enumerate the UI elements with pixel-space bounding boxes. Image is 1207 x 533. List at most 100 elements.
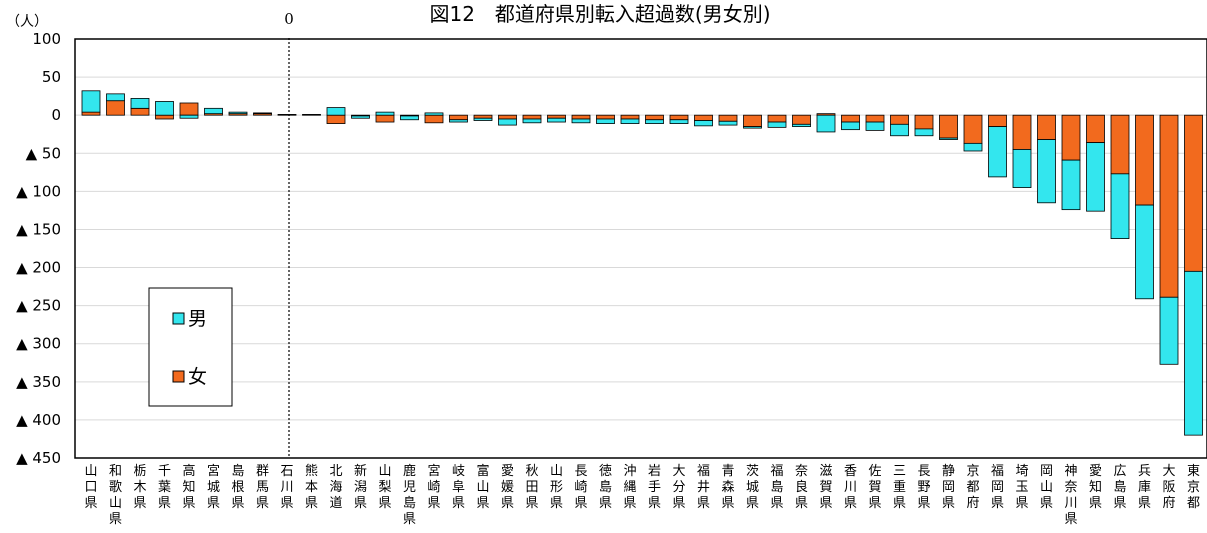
bar-female — [473, 114, 493, 119]
bar-female — [890, 114, 909, 125]
bar-male — [179, 114, 199, 119]
bar-female — [130, 107, 150, 116]
bar-female — [767, 114, 787, 123]
y-axis-unit: （人） — [6, 14, 48, 30]
bar-male — [253, 112, 272, 115]
bar-female — [375, 114, 395, 123]
bar-male — [375, 111, 395, 116]
x-category-label: 奈良県 — [795, 464, 808, 511]
x-category-label: 群馬県 — [256, 464, 269, 511]
x-category-label: 熊本県 — [305, 463, 318, 511]
bar-male — [400, 115, 419, 121]
bar-male — [155, 101, 174, 116]
bar-female — [1061, 114, 1081, 161]
bar-male — [1184, 270, 1203, 436]
bar-male — [767, 121, 787, 128]
x-category-label: 徳島県 — [599, 464, 612, 511]
bar-female — [792, 114, 811, 125]
bar-male — [1061, 159, 1081, 211]
y-tick-label: ▲ 400 — [16, 411, 61, 429]
bar-female — [1184, 114, 1203, 272]
x-category-label: 長野県 — [917, 464, 930, 511]
x-category-label: 大阪府 — [1162, 464, 1175, 511]
x-category-label: 山梨県 — [378, 464, 391, 511]
x-category-label: 富山県 — [476, 463, 489, 511]
x-category-label: 島根県 — [231, 464, 244, 511]
bar-female — [522, 114, 542, 120]
legend-swatch-male — [172, 312, 185, 325]
x-category-label: 沖縄県 — [623, 464, 636, 511]
y-tick-label: ▲ 50 — [26, 144, 61, 162]
bar-male — [449, 119, 468, 123]
y-axis-ticks: 100 50 0 ▲ 50 ▲ 100 ▲ 150 ▲ 200 ▲ 250 ▲ 300 ▲ 350… — [16, 30, 61, 467]
y-tick-label: ▲ 300 — [16, 335, 61, 353]
bar-female — [841, 114, 860, 123]
x-category-label: 兵庫県 — [1138, 464, 1151, 511]
bar-male — [424, 112, 444, 116]
bar-female — [106, 100, 125, 116]
bar-male — [204, 107, 223, 115]
x-category-label: 三重県 — [893, 464, 906, 511]
x-category-label: 鹿児島県 — [403, 463, 416, 527]
bar-male — [1159, 296, 1179, 365]
y-tick-label: 50 — [42, 68, 61, 86]
bar-female — [988, 114, 1007, 128]
y-tick-label: ▲ 200 — [16, 259, 61, 277]
bar-female — [694, 114, 713, 121]
x-axis-labels: 山口県和歌山県栃木県千葉県高知県宮城県島根県群馬県石川県熊本県北海道新潟県山梨県… — [84, 463, 1200, 527]
x-category-label: 香川県 — [844, 464, 857, 511]
bar-male — [326, 107, 346, 116]
x-category-label: 宮崎県 — [427, 463, 440, 511]
bar-female — [1159, 114, 1179, 298]
bar-male — [816, 114, 836, 133]
bar-male — [963, 142, 983, 152]
bar-female — [81, 111, 101, 116]
bar-male — [890, 123, 909, 137]
x-category-label: 広島県 — [1113, 464, 1126, 511]
legend-label-male: 男 — [188, 308, 207, 330]
chart-title: 図12 都道府県別転入超過数(男女別) — [429, 2, 770, 26]
bar-male — [228, 111, 248, 115]
bar-male — [1135, 204, 1154, 300]
x-category-label: 福岡県 — [991, 464, 1004, 511]
bar-female — [1135, 114, 1154, 206]
x-category-label: 山口県 — [84, 464, 97, 511]
x-category-label: 北海道 — [329, 464, 342, 511]
x-category-label: 佐賀県 — [868, 464, 881, 511]
bar-male — [498, 118, 517, 126]
y-tick-label: ▲ 350 — [16, 373, 61, 391]
x-category-label: 東京都 — [1187, 463, 1200, 511]
bar-female — [865, 114, 885, 123]
x-category-label: 新潟県 — [354, 463, 367, 511]
bar-male — [130, 98, 150, 109]
bar-male — [106, 93, 125, 102]
y-tick-label: 100 — [32, 30, 61, 48]
bar-male — [522, 118, 542, 124]
x-category-label: 滋賀県 — [819, 464, 832, 511]
bar-male — [669, 119, 689, 124]
x-category-label: 神奈川県 — [1064, 464, 1077, 527]
bar-female — [939, 114, 958, 139]
x-category-label: 長崎県 — [574, 464, 587, 511]
x-category-label: 岡山県 — [1040, 464, 1053, 511]
x-category-label: 岐阜県 — [452, 464, 465, 511]
x-category-label: 茨城県 — [746, 464, 759, 511]
bar-female — [596, 114, 615, 120]
x-category-label: 宮城県 — [207, 463, 220, 511]
x-category-label: 石川県 — [280, 464, 293, 511]
x-category-label: 福井県 — [697, 464, 710, 511]
bar-male — [620, 118, 640, 124]
bar-female — [1110, 114, 1130, 175]
bar-female — [547, 114, 566, 119]
bar-male — [596, 118, 615, 124]
x-category-label: 大分県 — [672, 464, 685, 511]
bar-female — [424, 114, 444, 124]
legend-swatch-female — [172, 370, 185, 383]
bar-female — [1037, 114, 1056, 140]
x-category-label: 静岡県 — [942, 464, 955, 511]
bar-male — [1012, 149, 1032, 188]
bar-male — [865, 121, 885, 131]
bar-male — [571, 118, 591, 124]
bar-female — [645, 114, 664, 121]
